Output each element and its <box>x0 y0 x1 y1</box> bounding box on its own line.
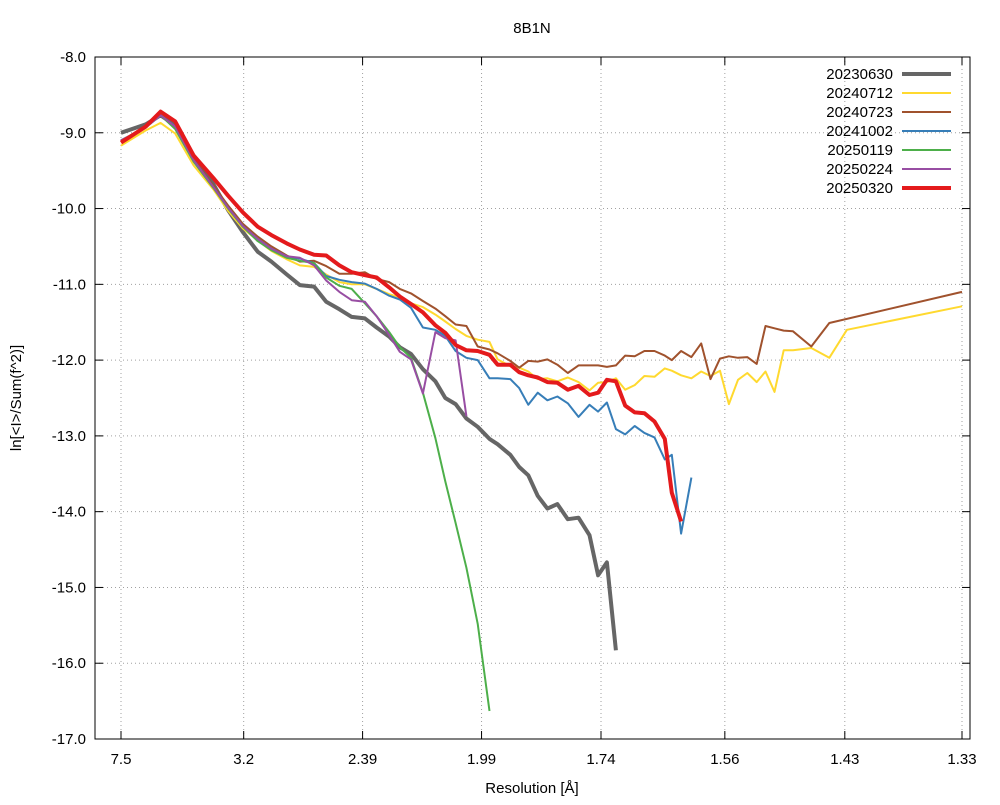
x-tick-label: 7.5 <box>111 751 132 768</box>
y-tick-label: -10.0 <box>52 201 86 218</box>
legend: 20230630 20240712 20240723 20241002 20250119… <box>826 66 951 197</box>
plot-frame <box>94 56 971 740</box>
chart-title: 8B1N <box>513 20 551 37</box>
x-axis-label: Resolution [Å] <box>485 780 578 797</box>
x-tick-label: 1.99 <box>467 751 496 768</box>
x-tick-label: 1.33 <box>947 751 976 768</box>
y-tick-label: -15.0 <box>52 579 86 596</box>
y-tick-label: -17.0 <box>52 731 86 748</box>
y-tick-label: -13.0 <box>52 428 86 445</box>
y-tick-label: -16.0 <box>52 655 86 672</box>
y-tick-label: -14.0 <box>52 504 86 521</box>
series-line-20250320 <box>119 109 684 523</box>
legend-label: 20230630 <box>826 66 893 83</box>
legend-label: 20250119 <box>827 142 893 159</box>
series-line-20230630 <box>120 113 618 651</box>
axis-ticks: -17.0 -16.0 -15.0 -14.0 -13.0 -12.0 -11.0 -10.0… <box>52 49 977 768</box>
legend-label: 20250320 <box>826 180 893 197</box>
legend-label: 20241002 <box>826 123 893 140</box>
legend-label: 20250224 <box>826 161 893 178</box>
x-tick-label: 1.74 <box>586 751 615 768</box>
x-tick-label: 3.2 <box>233 751 254 768</box>
x-tick-label: 1.43 <box>830 751 859 768</box>
legend-label: 20240712 <box>826 85 893 102</box>
series-line-20250119 <box>120 114 491 712</box>
y-tick-label: -8.0 <box>60 49 86 66</box>
y-axis-label: ln[<I>/Sum(f^2)] <box>8 345 25 451</box>
series-line-20250224 <box>120 114 468 417</box>
x-tick-label: 1.56 <box>710 751 739 768</box>
series-lines <box>119 109 963 712</box>
grid-lines <box>95 57 970 739</box>
x-tick-label: 2.39 <box>348 751 377 768</box>
legend-label: 20240723 <box>826 104 893 121</box>
y-tick-label: -11.0 <box>53 276 86 293</box>
y-tick-label: -12.0 <box>52 352 86 369</box>
y-tick-label: -9.0 <box>60 125 86 142</box>
